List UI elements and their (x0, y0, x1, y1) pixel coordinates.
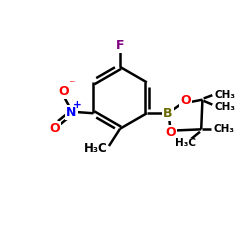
Text: B: B (163, 107, 172, 120)
Text: CH₃: CH₃ (215, 102, 236, 112)
Text: ⁻: ⁻ (68, 78, 75, 91)
Text: O: O (50, 122, 60, 134)
Text: H₃C: H₃C (175, 138, 196, 148)
Text: O: O (180, 94, 191, 107)
Text: CH₃: CH₃ (215, 90, 236, 100)
Text: H₃C: H₃C (84, 142, 107, 155)
Text: CH₃: CH₃ (214, 124, 234, 134)
Text: O: O (59, 85, 70, 98)
Text: O: O (165, 126, 175, 139)
Text: N: N (66, 106, 77, 118)
Text: +: + (73, 100, 82, 110)
Text: F: F (116, 39, 124, 52)
